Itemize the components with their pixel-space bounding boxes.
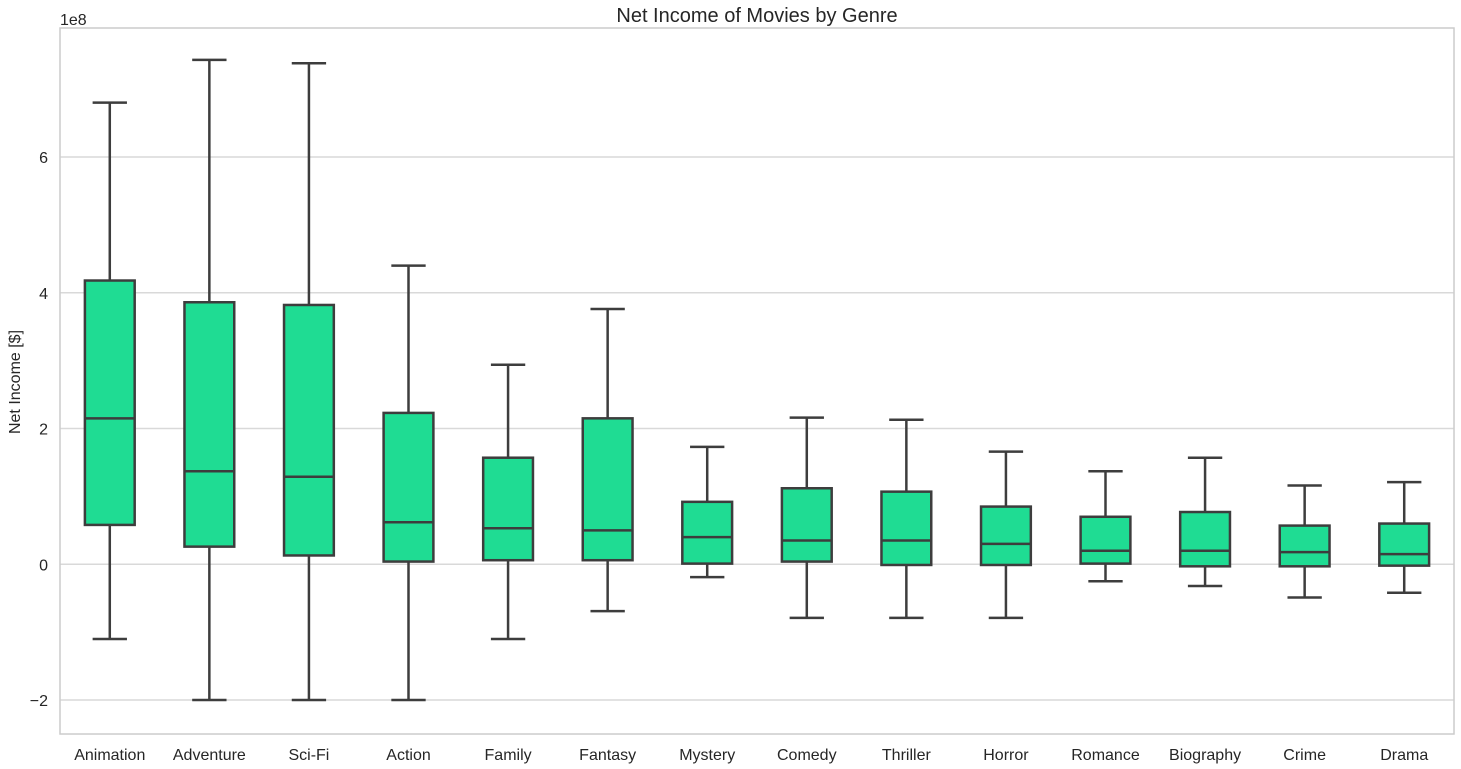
box-crime bbox=[1278, 484, 1331, 599]
box-biography bbox=[1178, 456, 1232, 588]
iqr-box bbox=[1079, 515, 1132, 565]
y-axis-offset-label: 1e8 bbox=[60, 12, 87, 29]
box-adventure bbox=[183, 58, 236, 702]
y-tick-label: 0 bbox=[39, 557, 48, 574]
x-tick-label: Thriller bbox=[882, 747, 932, 764]
box-mystery bbox=[681, 445, 734, 579]
y-tick-label: 4 bbox=[39, 286, 48, 303]
box-romance bbox=[1079, 470, 1132, 583]
chart-title: Net Income of Movies by Genre bbox=[616, 5, 897, 27]
iqr-box bbox=[581, 417, 634, 562]
iqr-box bbox=[83, 279, 136, 527]
x-tick-label: Romance bbox=[1071, 747, 1140, 764]
y-tick-label: 6 bbox=[39, 150, 48, 167]
x-tick-label: Comedy bbox=[777, 747, 837, 764]
iqr-box bbox=[282, 303, 336, 557]
x-tick-label: Crime bbox=[1283, 747, 1326, 764]
grid-lines bbox=[60, 156, 1454, 701]
box-thriller bbox=[880, 418, 933, 620]
box-comedy bbox=[780, 416, 833, 620]
iqr-box bbox=[183, 301, 236, 548]
iqr-box bbox=[780, 487, 833, 563]
box-sci-fi bbox=[282, 62, 336, 702]
y-tick-label: −2 bbox=[30, 693, 48, 710]
iqr-box bbox=[1378, 522, 1431, 567]
y-axis-label: Net Income [$] bbox=[7, 330, 24, 434]
box-animation bbox=[83, 101, 136, 641]
y-tick-label: 2 bbox=[39, 422, 48, 439]
iqr-box bbox=[382, 411, 435, 563]
x-tick-label: Action bbox=[386, 747, 430, 764]
iqr-box bbox=[681, 500, 734, 565]
boxes bbox=[83, 58, 1431, 702]
box-fantasy bbox=[581, 307, 634, 613]
box-action bbox=[382, 264, 435, 702]
plot-frame bbox=[59, 27, 1455, 735]
x-tick-label: Animation bbox=[74, 747, 145, 764]
iqr-box bbox=[880, 490, 933, 567]
x-tick-label: Drama bbox=[1380, 747, 1428, 764]
box-drama bbox=[1378, 480, 1431, 595]
x-tick-label: Horror bbox=[983, 747, 1029, 764]
iqr-box bbox=[979, 505, 1033, 567]
x-tick-label: Adventure bbox=[173, 747, 246, 764]
iqr-box bbox=[481, 456, 535, 562]
iqr-box bbox=[1178, 510, 1232, 568]
box-horror bbox=[979, 450, 1033, 620]
x-tick-label: Family bbox=[485, 747, 532, 764]
x-tick-label: Sci-Fi bbox=[288, 747, 329, 764]
iqr-box bbox=[1278, 524, 1331, 568]
tick-labels: −2 0 2 4 6 Animation Adventure Sci-Fi Action Fami… bbox=[30, 150, 1429, 764]
x-tick-label: Fantasy bbox=[579, 747, 636, 764]
x-tick-label: Mystery bbox=[679, 747, 735, 764]
box-family bbox=[481, 363, 535, 641]
x-tick-label: Biography bbox=[1169, 747, 1241, 764]
